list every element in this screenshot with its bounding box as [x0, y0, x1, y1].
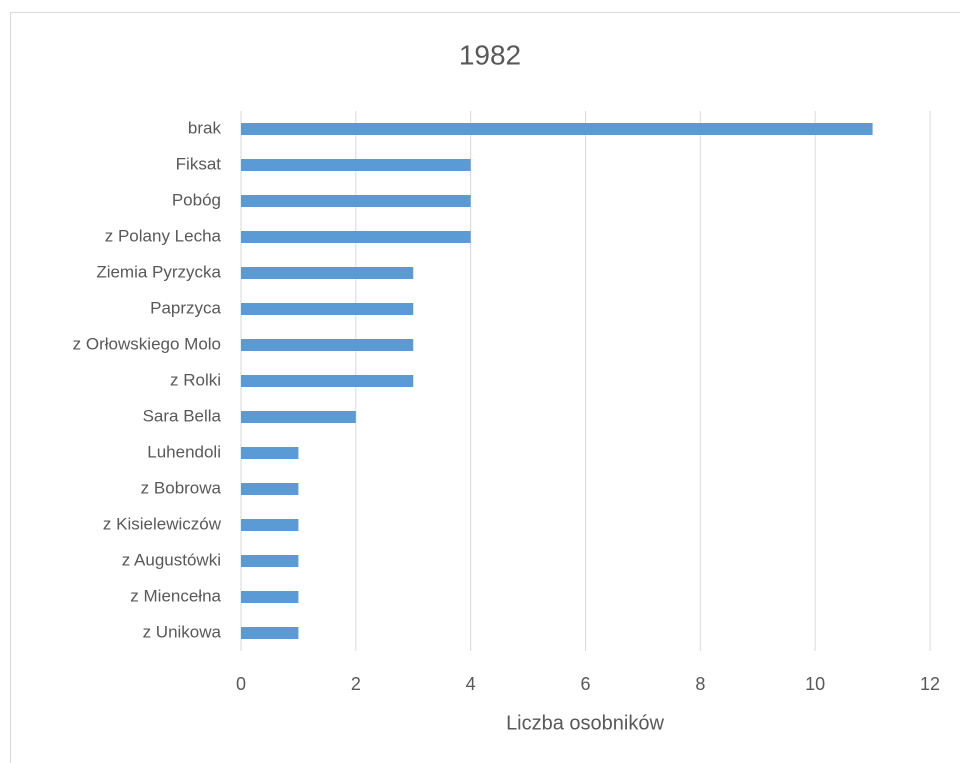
y-tick-label: z Polany Lecha — [105, 226, 222, 245]
chart-title: 1982 — [459, 39, 521, 70]
x-tick-label: 8 — [695, 674, 705, 694]
bar — [241, 627, 299, 639]
bar — [241, 339, 414, 351]
chart-frame — [10, 12, 960, 763]
y-tick-label: z Bobrowa — [141, 478, 222, 497]
y-tick-label: z Orłowskiego Molo — [73, 334, 221, 353]
y-tick-label: brak — [188, 118, 222, 137]
y-tick-label: z Augustówki — [122, 550, 221, 569]
bar — [241, 123, 873, 135]
y-tick-label: Pobóg — [172, 190, 221, 209]
y-tick-label: z Kisielewiczów — [103, 514, 222, 533]
x-tick-label: 6 — [580, 674, 590, 694]
bar — [241, 591, 299, 603]
y-tick-label: Paprzyca — [150, 298, 221, 317]
bar — [241, 303, 414, 315]
y-tick-label: z Miencełna — [130, 586, 221, 605]
x-tick-label: 12 — [920, 674, 940, 694]
x-tick-label: 4 — [466, 674, 476, 694]
y-tick-label: Luhendoli — [147, 442, 221, 461]
bar — [241, 195, 471, 207]
bar — [241, 267, 414, 279]
x-tick-label: 2 — [351, 674, 361, 694]
y-tick-label: z Rolki — [170, 370, 221, 389]
y-tick-label: Sara Bella — [143, 406, 222, 425]
bar — [241, 411, 356, 423]
bar — [241, 159, 471, 171]
x-tick-label: 10 — [805, 674, 825, 694]
y-tick-label: Fiksat — [176, 154, 222, 173]
bar — [241, 555, 299, 567]
bar — [241, 483, 299, 495]
bar — [241, 231, 471, 243]
y-tick-label: z Unikowa — [143, 622, 222, 641]
bar — [241, 375, 414, 387]
bar — [241, 447, 299, 459]
x-tick-label: 0 — [236, 674, 246, 694]
x-axis-label: Liczba osobników — [506, 712, 664, 734]
y-tick-label: Ziemia Pyrzycka — [96, 262, 221, 281]
bar — [241, 519, 299, 531]
